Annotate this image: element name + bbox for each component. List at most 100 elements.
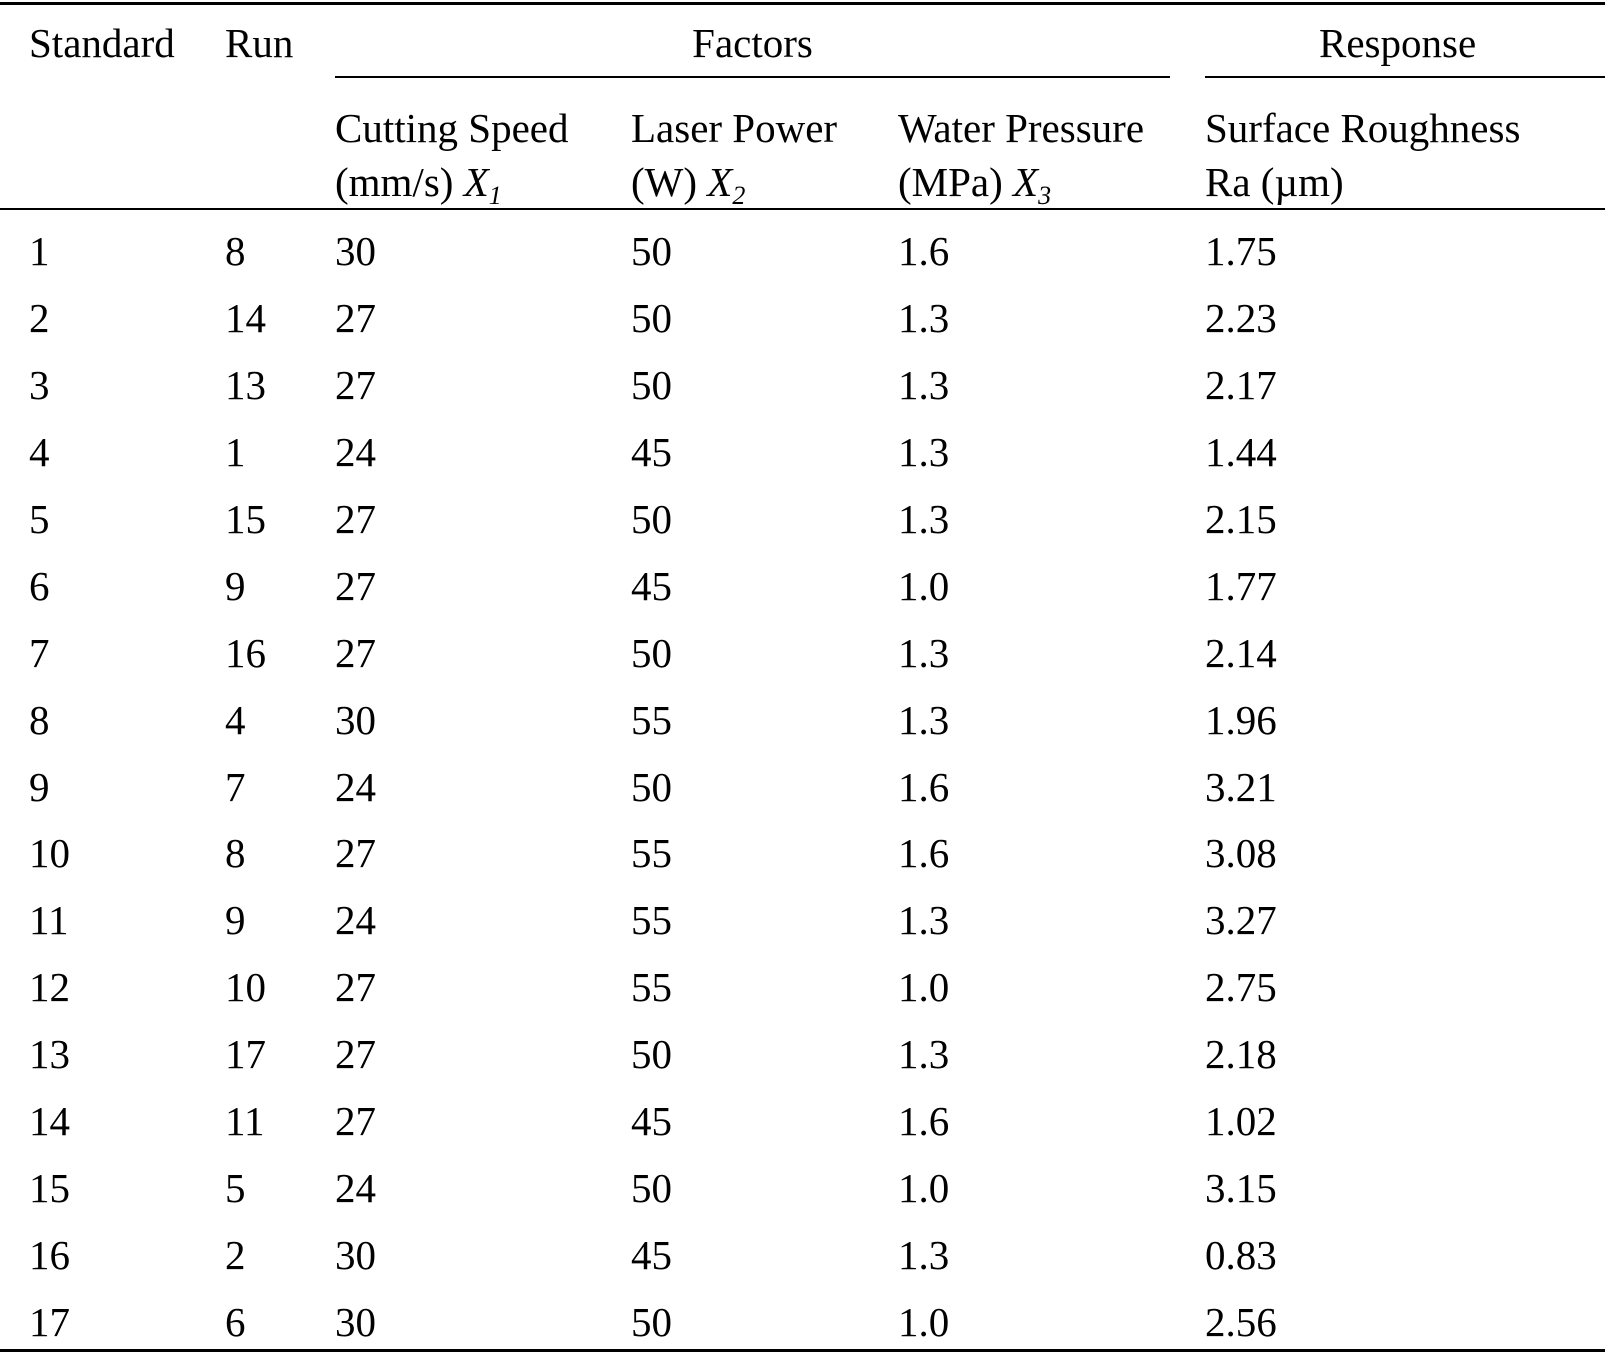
rule bbox=[1205, 76, 1605, 78]
cell: 1.77 bbox=[1205, 562, 1277, 609]
cell: 3.27 bbox=[1205, 897, 1277, 944]
cell: 1.6 bbox=[898, 1098, 950, 1145]
cell: 3.15 bbox=[1205, 1165, 1277, 1212]
cell: 1.0 bbox=[898, 1165, 950, 1212]
column-header: Surface Roughness bbox=[1205, 105, 1521, 151]
cell: 2.75 bbox=[1205, 964, 1277, 1011]
cell: 9 bbox=[225, 897, 246, 944]
column-header-unit: (MPa) X3 bbox=[898, 157, 1052, 210]
cell: 27 bbox=[335, 830, 376, 877]
column-header: Laser Power bbox=[631, 105, 838, 151]
cell: 17 bbox=[29, 1299, 70, 1345]
cell: 55 bbox=[631, 696, 672, 743]
header-standard: Standard bbox=[29, 20, 175, 66]
cell: 1.3 bbox=[898, 1232, 950, 1279]
cell: 50 bbox=[631, 361, 672, 408]
cell: 11 bbox=[225, 1098, 265, 1145]
cell: 1.6 bbox=[898, 228, 950, 274]
cell: 1.3 bbox=[898, 629, 950, 676]
cell: 50 bbox=[631, 1165, 672, 1212]
cell: 1.3 bbox=[898, 897, 950, 944]
cell: 1.3 bbox=[898, 294, 950, 341]
subscript: 1 bbox=[488, 181, 502, 210]
cell: 8 bbox=[29, 696, 50, 743]
cell: 1.02 bbox=[1205, 1098, 1277, 1145]
cell: 3.08 bbox=[1205, 830, 1277, 877]
unit: (W) bbox=[631, 159, 698, 205]
cell: 50 bbox=[631, 763, 672, 810]
cell: 45 bbox=[631, 428, 672, 475]
cell: 50 bbox=[631, 294, 672, 341]
cell: 13 bbox=[29, 1031, 70, 1078]
unit: (MPa) bbox=[898, 159, 1003, 205]
column-header-unit: (W) X2 bbox=[631, 157, 746, 210]
rule bbox=[0, 1349, 1605, 1352]
cell: 15 bbox=[225, 495, 266, 542]
cell: 30 bbox=[335, 1232, 376, 1279]
cell: 7 bbox=[225, 763, 246, 810]
cell: 2.14 bbox=[1205, 629, 1277, 676]
cell: 27 bbox=[335, 361, 376, 408]
cell: 13 bbox=[225, 361, 266, 408]
cell: 1.3 bbox=[898, 1031, 950, 1078]
cell: 2.23 bbox=[1205, 294, 1277, 341]
cell: 1 bbox=[225, 428, 246, 475]
cell: 24 bbox=[335, 428, 376, 475]
symbol: X1 bbox=[463, 159, 502, 210]
cell: 2 bbox=[29, 294, 50, 341]
cell: 4 bbox=[29, 428, 50, 475]
column-header: Water Pressure bbox=[898, 105, 1145, 151]
cell: 50 bbox=[631, 1031, 672, 1078]
cell: 5 bbox=[29, 495, 50, 542]
cell: 55 bbox=[631, 964, 672, 1011]
cell: 24 bbox=[335, 1165, 376, 1212]
cell: 2.18 bbox=[1205, 1031, 1277, 1078]
cell: 6 bbox=[225, 1299, 246, 1345]
cell: 27 bbox=[335, 562, 376, 609]
cell: 6 bbox=[29, 562, 50, 609]
cell: 24 bbox=[335, 897, 376, 944]
cell: 45 bbox=[631, 1232, 672, 1279]
cell: 8 bbox=[225, 228, 246, 274]
header-factors: Factors bbox=[692, 20, 813, 66]
header-response: Response bbox=[1319, 20, 1477, 66]
cell: 1.96 bbox=[1205, 696, 1277, 743]
rule bbox=[335, 76, 1170, 78]
cell: 2.56 bbox=[1205, 1299, 1277, 1345]
cell: 50 bbox=[631, 495, 672, 542]
cell: 27 bbox=[335, 964, 376, 1011]
cell: 1.0 bbox=[898, 1299, 950, 1345]
cell: 2 bbox=[225, 1232, 246, 1279]
cell: 1.0 bbox=[898, 562, 950, 609]
column-header-unit: Ra (µm) bbox=[1205, 157, 1344, 207]
subscript: 3 bbox=[1038, 181, 1052, 210]
cell: 27 bbox=[335, 294, 376, 341]
header-run: Run bbox=[225, 20, 294, 66]
cell: 45 bbox=[631, 1098, 672, 1145]
cell: 1.3 bbox=[898, 361, 950, 408]
cell: 1.44 bbox=[1205, 428, 1277, 475]
cell: 24 bbox=[335, 763, 376, 810]
cell: 55 bbox=[631, 897, 672, 944]
cell: 30 bbox=[335, 1299, 376, 1345]
cell: 27 bbox=[335, 495, 376, 542]
cell: 10 bbox=[29, 830, 70, 877]
cell: 11 bbox=[29, 897, 69, 944]
cell: 8 bbox=[225, 830, 246, 877]
subscript: 2 bbox=[732, 181, 746, 210]
cell: 1 bbox=[29, 228, 50, 274]
cell: 50 bbox=[631, 1299, 672, 1345]
cell: 14 bbox=[29, 1098, 70, 1145]
cell: 27 bbox=[335, 1098, 376, 1145]
cell: 45 bbox=[631, 562, 672, 609]
cell: 50 bbox=[631, 629, 672, 676]
cell: 5 bbox=[225, 1165, 246, 1212]
cell: 1.3 bbox=[898, 696, 950, 743]
cell: 1.3 bbox=[898, 495, 950, 542]
cell: 50 bbox=[631, 228, 672, 274]
cell: 0.83 bbox=[1205, 1232, 1277, 1279]
symbol: X3 bbox=[1013, 159, 1052, 210]
unit: (mm/s) bbox=[335, 159, 454, 205]
cell: 14 bbox=[225, 294, 266, 341]
cell: 30 bbox=[335, 228, 376, 274]
